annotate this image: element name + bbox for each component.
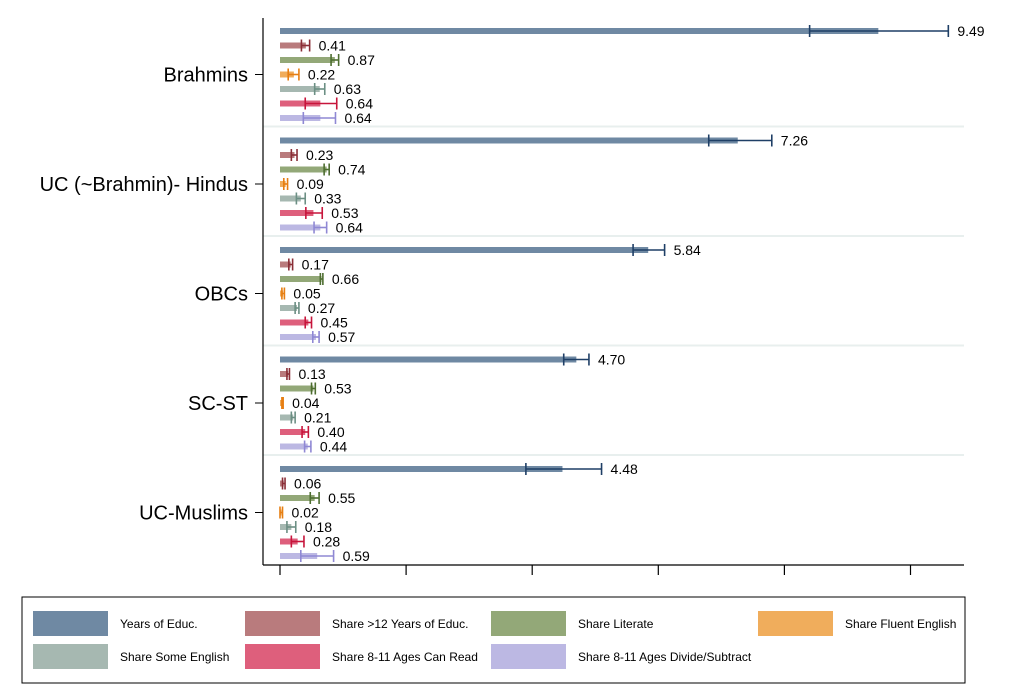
data-label: 0.64 [346, 96, 373, 112]
bar [280, 42, 306, 49]
bar [280, 210, 314, 216]
data-label: 0.41 [319, 38, 346, 54]
data-label: 0.53 [324, 381, 351, 397]
data-label: 0.04 [292, 395, 319, 411]
bar [280, 443, 308, 450]
bar [280, 524, 292, 530]
legend-swatch [33, 611, 108, 636]
legend-swatch [758, 611, 833, 636]
bar [280, 466, 563, 472]
legend-label: Share Fluent English [845, 617, 956, 631]
bar [280, 195, 301, 202]
bar [280, 152, 295, 158]
category-label: Brahmins [164, 65, 248, 87]
data-label: 0.23 [306, 147, 333, 163]
data-label: 0.40 [317, 424, 344, 440]
data-label: 0.02 [292, 505, 319, 521]
category-label: UC (~Brahmin)- Hindus [40, 174, 248, 196]
bar [280, 247, 649, 253]
data-label: 0.45 [321, 315, 348, 331]
legend-swatch [245, 644, 320, 669]
bar [280, 86, 320, 92]
legend-swatch [33, 644, 108, 669]
bar [280, 385, 314, 392]
bar [280, 181, 286, 187]
data-label: 0.64 [336, 220, 363, 236]
legend: Years of Educ. Share >12 Years of Educ. Sh… [21, 596, 966, 684]
data-label: 0.64 [344, 110, 371, 126]
legend-label: Years of Educ. [120, 617, 198, 631]
legend-box [21, 596, 966, 684]
bar [280, 334, 316, 340]
data-label: 0.57 [328, 329, 355, 345]
bar [280, 28, 879, 34]
bar [280, 57, 335, 63]
data-label: 0.53 [331, 205, 358, 221]
bar [280, 305, 298, 311]
bar [280, 137, 738, 144]
legend-label: Share 8-11 Ages Can Read [332, 650, 478, 664]
legend-label: Share Some English [120, 650, 229, 664]
bar [280, 538, 298, 545]
data-label: 0.27 [308, 300, 335, 316]
legend-label: Share 8-11 Ages Divide/Subtract [578, 650, 752, 664]
bar [280, 166, 327, 173]
bar [280, 495, 315, 501]
bar [280, 356, 577, 363]
bar [280, 276, 322, 282]
data-label: 0.22 [308, 67, 335, 83]
data-label: 0.05 [293, 286, 320, 302]
bar [280, 224, 321, 231]
data-label: 5.84 [674, 242, 701, 258]
data-label: 0.21 [304, 410, 331, 426]
data-label: 0.13 [298, 366, 325, 382]
plot-area [263, 125, 964, 456]
bar [280, 115, 321, 121]
bar [280, 319, 309, 326]
bar [280, 261, 291, 268]
data-label: 0.55 [328, 490, 355, 506]
data-label: 0.33 [314, 191, 341, 207]
data-label: 0.59 [343, 548, 370, 564]
data-label: 0.09 [297, 176, 324, 192]
axes: Brahmins UC (~Brahmin)- Hindus OBCs SC-ST UC… [40, 18, 964, 575]
data-label: 0.06 [294, 476, 321, 492]
data-label: 0.44 [320, 439, 347, 455]
legend-swatch [491, 611, 566, 636]
data-label: 0.28 [313, 534, 340, 550]
bar [280, 100, 321, 107]
data-label: 0.66 [332, 271, 359, 287]
bar-layer: 9.490.410.870.220.630.640.647.260.230.74… [279, 23, 985, 564]
legend-label: Share Literate [578, 617, 654, 631]
bar [280, 71, 294, 78]
bar [280, 553, 318, 559]
bar [280, 371, 289, 377]
data-label: 0.87 [348, 52, 375, 68]
bar [280, 414, 294, 421]
category-label: OBCs [195, 284, 248, 306]
data-label: 0.18 [305, 519, 332, 535]
bar [280, 429, 306, 435]
legend-swatch [491, 644, 566, 669]
data-label: 9.49 [957, 23, 984, 39]
category-label: SC-ST [188, 393, 248, 415]
data-label: 4.48 [611, 461, 638, 477]
legend-swatch [245, 611, 320, 636]
data-label: 0.17 [302, 257, 329, 273]
legend-label: Share >12 Years of Educ. [332, 617, 468, 631]
data-label: 4.70 [598, 352, 625, 368]
data-label: 0.63 [334, 81, 361, 97]
data-label: 7.26 [781, 133, 808, 149]
category-label: UC-Muslims [139, 503, 248, 525]
data-label: 0.74 [338, 162, 365, 178]
